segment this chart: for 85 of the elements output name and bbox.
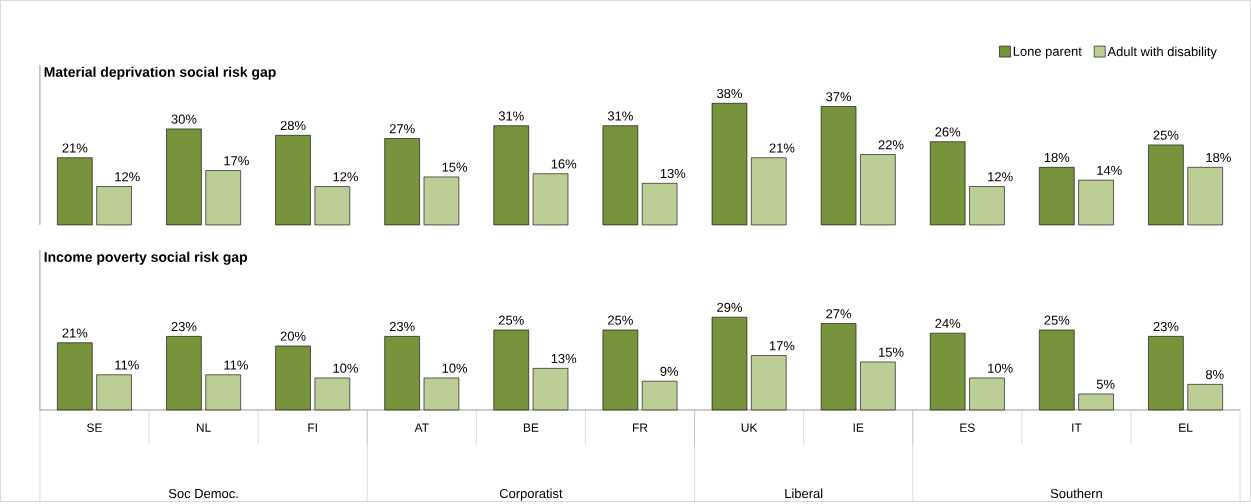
- text: Soc Democ.: [168, 488, 238, 499]
- data-label: 23%: [389, 321, 415, 332]
- data-label: 38%: [717, 88, 742, 99]
- data-label: 12%: [115, 172, 140, 182]
- data-label: 16%: [551, 159, 577, 169]
- x-tick-label: FI: [308, 423, 317, 432]
- bar: [1039, 167, 1075, 226]
- x-tick-label: ES: [960, 423, 975, 432]
- bar: [860, 154, 896, 226]
- data-label: 31%: [498, 111, 524, 121]
- bar: [602, 125, 639, 226]
- data-label: 21%: [62, 143, 88, 153]
- data-label: 18%: [1044, 152, 1070, 163]
- bar: [57, 157, 93, 226]
- data-label: 11%: [115, 360, 139, 370]
- data-label: 27%: [826, 309, 852, 319]
- data-label: 23%: [1153, 321, 1179, 332]
- x-tick-label: UK: [741, 423, 758, 432]
- data-label: 25%: [608, 315, 633, 325]
- bar: [1148, 144, 1184, 226]
- bar: [96, 186, 132, 226]
- x-tick-label: IE: [853, 423, 864, 432]
- data-label: 27%: [389, 124, 415, 134]
- x-tick-label: EL: [1179, 423, 1193, 432]
- data-label: 9%: [660, 366, 679, 376]
- x-tick-label: FR: [633, 423, 648, 432]
- bar: [532, 173, 569, 226]
- data-label: 11%: [224, 360, 248, 370]
- chart-title: Material deprivation social risk gap: [44, 66, 276, 80]
- data-label: 23%: [171, 321, 197, 332]
- data-label: 25%: [1153, 130, 1179, 140]
- data-label: 8%: [1205, 369, 1224, 380]
- data-label: 29%: [717, 302, 742, 312]
- data-label: 10%: [442, 363, 468, 373]
- data-label: 15%: [442, 162, 468, 172]
- data-label: 25%: [498, 315, 524, 325]
- data-label: 10%: [333, 363, 358, 373]
- bar: [969, 186, 1005, 226]
- x-tick-label: NL: [196, 423, 211, 432]
- text: Corporatist: [499, 488, 563, 501]
- data-label: 5%: [1096, 379, 1115, 389]
- data-label: 21%: [62, 328, 88, 338]
- data-label: 17%: [769, 341, 795, 351]
- bar: [275, 135, 311, 226]
- data-label: 17%: [224, 156, 249, 166]
- bar: [1187, 167, 1223, 226]
- data-label: 30%: [171, 114, 197, 124]
- x-tick-label: IT: [1072, 423, 1082, 432]
- data-label: 15%: [879, 347, 904, 357]
- data-label: 28%: [280, 120, 306, 131]
- bar: [166, 128, 202, 226]
- chart-title: Income poverty social risk gap: [44, 251, 248, 265]
- x-tick-label: SE: [87, 423, 102, 432]
- bar: [641, 183, 678, 226]
- data-label: 14%: [1097, 165, 1122, 175]
- data-label: 18%: [1206, 152, 1231, 163]
- bar: [751, 157, 787, 226]
- legend-label: Lone parent: [1013, 46, 1082, 59]
- data-label: 22%: [878, 140, 904, 150]
- bar: [929, 141, 966, 226]
- bar: [493, 125, 530, 226]
- legend-label: Adult with disability: [1107, 46, 1217, 59]
- bar: [314, 186, 351, 226]
- x-tick-label: AT: [414, 423, 429, 432]
- bar: [1078, 179, 1114, 226]
- data-label: 24%: [935, 318, 961, 328]
- bar: [423, 176, 460, 226]
- data-label: 13%: [660, 168, 686, 179]
- data-label: 37%: [826, 92, 852, 102]
- data-label: 12%: [333, 172, 358, 182]
- data-label: 20%: [280, 331, 306, 341]
- x-tick-label: BE: [523, 423, 539, 432]
- data-label: 21%: [769, 143, 795, 153]
- bar: [820, 106, 857, 226]
- text: Liberal: [785, 488, 823, 499]
- bar: [711, 103, 748, 226]
- data-label: 31%: [607, 111, 633, 121]
- data-label: 13%: [551, 353, 577, 364]
- data-label: 12%: [988, 172, 1013, 182]
- data-label: 25%: [1044, 315, 1070, 325]
- bar: [384, 138, 420, 226]
- data-label: 26%: [935, 127, 961, 137]
- bar: [205, 170, 241, 226]
- data-label: 10%: [988, 363, 1013, 373]
- text: Southern: [1050, 488, 1102, 499]
